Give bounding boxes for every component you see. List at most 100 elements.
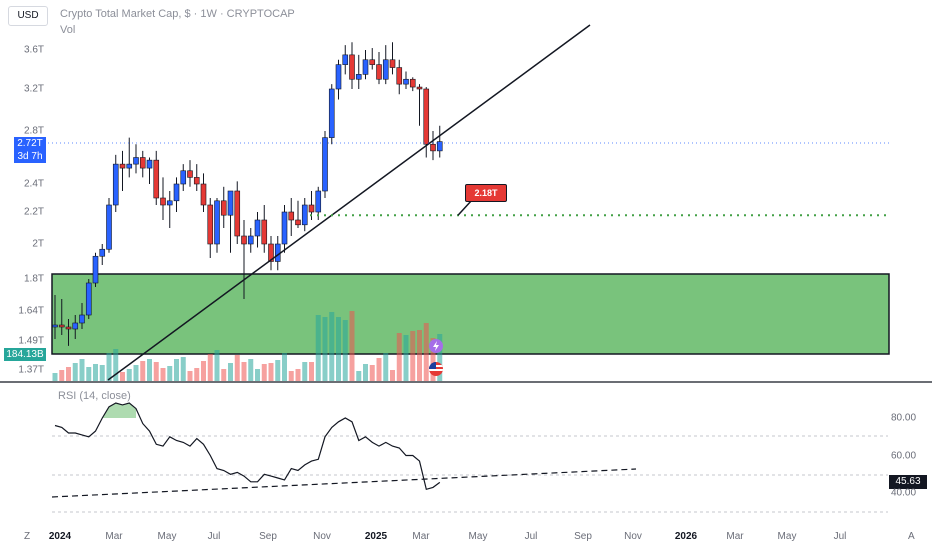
volume-bar [356,371,362,381]
price-callout[interactable]: 2.18T [465,184,507,202]
volume-bar [194,368,200,381]
candle-body [335,64,342,90]
candle-body [133,157,139,165]
volume-bar [383,353,389,381]
candle-body [214,200,220,245]
candle-body [227,190,234,216]
volume-bar [126,369,132,381]
volume-bar [140,361,146,381]
candle-body [241,235,247,245]
rsi-tick-label: 40.00 [891,487,917,499]
volume-bar [302,362,308,381]
grid-layer [48,381,932,513]
time-tick-label: Jul [524,531,538,542]
volume-bar [295,369,301,381]
candle-body [349,54,355,80]
price-tick-label: 2T [32,238,44,250]
candle-body [207,204,214,245]
candle-body [119,163,126,169]
volume-bar [288,371,294,381]
rsi-layer [51,402,637,498]
lightning-event-icon[interactable] [429,339,443,353]
candle-body [153,159,160,199]
candle-body [328,88,335,138]
price-tick-label: 1.37T [18,364,44,376]
volume-bar [180,357,186,381]
price-tick-label: 1.64T [18,305,44,317]
volume-bar [241,362,247,381]
volume-bar [342,320,348,381]
candle-body [180,170,187,185]
support-zone [51,273,890,355]
candle-body [166,200,173,206]
time-tick-label: 2025 [364,531,388,542]
candle-body [85,282,92,316]
currency-button[interactable]: USD [8,6,48,26]
volume-bar [329,312,335,381]
candle-body [315,190,322,213]
time-tick-label: Sep [574,531,592,542]
candles-layer [52,42,443,346]
candle-body [430,143,436,152]
last-price-value: 2.72T [17,138,43,149]
volume-bar [187,371,193,381]
time-tick-label: Sep [259,531,277,542]
price-tick-label: 2.8T [23,125,44,137]
volume-bar [437,334,443,381]
rsi-line [54,402,441,491]
volume-bar [322,317,328,381]
volume-bar [228,363,233,381]
volume-bar [160,368,166,381]
volume-bar [275,360,281,381]
price-tick-label: 2.2T [23,206,44,218]
candle-body [301,204,308,226]
volume-bar [52,373,58,381]
candle-body [139,157,146,169]
candle-body [423,88,430,145]
candle-body [268,243,274,262]
rsi-overbought-fill [102,403,136,418]
time-tick-label: Mar [105,531,123,542]
volume-bar [153,362,159,381]
us-flag-event-icon[interactable] [429,362,443,376]
callout-pointer [457,199,473,216]
volume-bar [248,359,254,381]
candle-body [187,170,193,178]
candle-body [72,322,79,330]
candle-body [247,235,254,245]
volume-bar [430,338,436,381]
time-tick-label: 2026 [674,531,698,542]
candle-body [254,219,261,237]
candle-body [261,219,268,245]
last-price-tag: 2.72T 3d 7h [14,137,46,163]
volume-bar [99,365,105,381]
rsi-tick-label: 80.00 [891,412,917,424]
corner-right[interactable]: A [908,531,915,542]
time-tick-label: May [468,531,488,542]
volume-bar [201,361,206,381]
candle-body [396,67,403,85]
candle-body [193,177,200,185]
candle-body [389,59,396,68]
volume-label: Vol [60,24,76,36]
volume-bar [396,333,402,381]
volume-layer [52,311,443,381]
volume-bar [86,367,92,381]
volume-bar [282,353,287,381]
candle-body [274,243,281,262]
candle-body [220,200,227,216]
volume-bar [403,335,409,381]
candle-body [281,211,288,245]
volume-bar [93,364,98,381]
time-tick-label: Nov [624,531,642,542]
time-tick-label: Nov [313,531,331,542]
corner-left[interactable]: Z [24,531,31,542]
volume-bar [120,372,125,381]
time-tick-label: Jul [207,531,221,542]
time-tick-label: May [777,531,797,542]
volume-bar [214,350,220,381]
volume-bar [207,354,213,381]
candle-body [160,197,166,206]
candle-body [436,141,443,152]
